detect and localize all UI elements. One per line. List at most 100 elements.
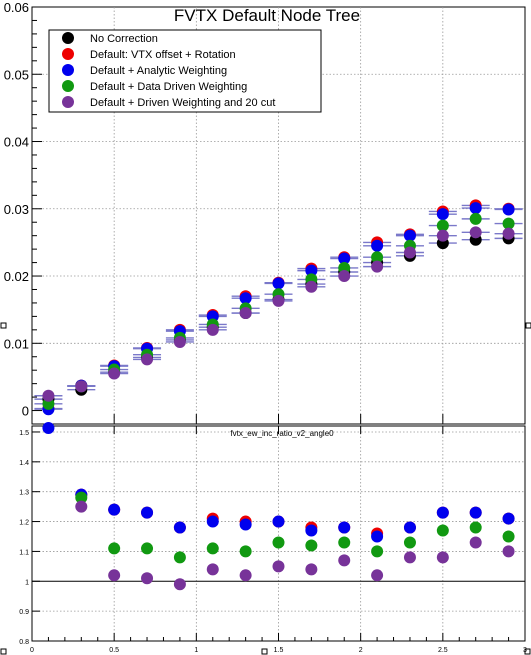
corner-marker <box>1 323 6 328</box>
data-point <box>75 501 87 513</box>
legend-marker <box>62 80 74 92</box>
legend-label: Default: VTX offset + Rotation <box>90 49 236 61</box>
data-point <box>305 539 317 551</box>
y-tick-label: 1.3 <box>19 490 29 497</box>
data-point <box>174 578 186 590</box>
data-point <box>404 551 416 563</box>
data-point <box>141 572 153 584</box>
bottom-chart-title: fvtx_ew_inc_ratio_v2_angle0 <box>230 429 334 438</box>
data-point <box>404 522 416 534</box>
y-tick-label: 0.03 <box>4 202 29 217</box>
data-point <box>437 208 449 220</box>
data-point <box>273 536 285 548</box>
data-point <box>503 228 515 240</box>
data-point <box>141 353 153 365</box>
data-point <box>207 563 219 575</box>
y-tick-label: 0.02 <box>4 269 29 284</box>
data-point <box>174 551 186 563</box>
data-point <box>404 246 416 258</box>
data-point <box>174 336 186 348</box>
data-point <box>470 202 482 214</box>
y-tick-label: 0.05 <box>4 67 29 82</box>
data-point <box>338 536 350 548</box>
bottom-panel: 0.80.911.11.21.31.41.5 0 0.5 1 1.5 2 2.5 3 fvt… <box>19 422 527 654</box>
y-tick-label: 1.5 <box>19 430 29 437</box>
legend-label: Default + Analytic Weighting <box>90 65 227 77</box>
data-point <box>371 530 383 542</box>
data-point <box>503 203 515 215</box>
data-point <box>108 504 120 516</box>
data-point <box>437 551 449 563</box>
x-tick-label: 0 <box>30 647 34 654</box>
data-point <box>470 213 482 225</box>
data-point <box>371 569 383 581</box>
data-point <box>470 522 482 534</box>
data-point <box>240 519 252 531</box>
data-point <box>338 522 350 534</box>
data-point <box>108 368 120 380</box>
y-tick-label: 0.04 <box>4 135 29 150</box>
data-point <box>207 516 219 528</box>
data-point <box>273 560 285 572</box>
y-tick-label: 0.9 <box>19 609 29 616</box>
corner-marker <box>1 649 6 654</box>
data-point <box>75 380 87 392</box>
x-tick-label: 1 <box>194 647 198 654</box>
y-tick-label: 1 <box>25 579 29 586</box>
data-point <box>174 522 186 534</box>
data-point <box>240 569 252 581</box>
data-point <box>437 525 449 537</box>
x-tick-label: 2 <box>359 647 363 654</box>
data-point <box>503 513 515 525</box>
data-point <box>141 542 153 554</box>
data-point <box>470 507 482 519</box>
x-tick-label: 0.5 <box>109 647 119 654</box>
legend: No Correction Default: VTX offset + Rotat… <box>49 30 321 112</box>
data-point <box>108 569 120 581</box>
data-point <box>42 390 54 402</box>
data-point <box>240 545 252 557</box>
y-tick-label: 0.01 <box>4 336 29 351</box>
data-point <box>503 530 515 542</box>
data-point <box>338 554 350 566</box>
data-point <box>273 295 285 307</box>
data-point <box>141 507 153 519</box>
corner-marker <box>262 649 267 654</box>
y-tick-label: 0 <box>22 404 29 419</box>
corner-marker <box>526 323 531 328</box>
y-tick-label: 1.4 <box>19 460 29 467</box>
data-point <box>240 307 252 319</box>
data-point <box>305 525 317 537</box>
y-tick-label: 0.06 <box>4 0 29 15</box>
data-point <box>305 563 317 575</box>
top-panel: 00.010.020.030.040.050.06 FVTX Default N… <box>4 0 525 424</box>
data-point <box>437 507 449 519</box>
data-point <box>470 536 482 548</box>
legend-label: Default + Driven Weighting and 20 cut <box>90 97 275 109</box>
x-tick-label: 2.5 <box>438 647 448 654</box>
legend-marker <box>62 32 74 44</box>
data-point <box>371 545 383 557</box>
x-tick-label: 1.5 <box>274 647 284 654</box>
legend-marker <box>62 64 74 76</box>
data-point <box>470 226 482 238</box>
data-point <box>371 261 383 273</box>
legend-label: No Correction <box>90 33 158 45</box>
legend-marker <box>62 48 74 60</box>
data-point-clipped <box>42 422 54 434</box>
data-point <box>108 542 120 554</box>
legend-marker <box>62 96 74 108</box>
y-tick-label: 1.1 <box>19 549 29 556</box>
data-point <box>207 324 219 336</box>
legend-label: Default + Data Driven Weighting <box>90 81 247 93</box>
data-point <box>371 240 383 252</box>
data-point <box>503 545 515 557</box>
data-point <box>338 270 350 282</box>
data-point <box>207 542 219 554</box>
y-tick-label: 0.8 <box>19 639 29 646</box>
data-point <box>273 277 285 289</box>
data-point <box>273 516 285 528</box>
y-tick-label: 1.2 <box>19 520 29 527</box>
data-point <box>305 281 317 293</box>
